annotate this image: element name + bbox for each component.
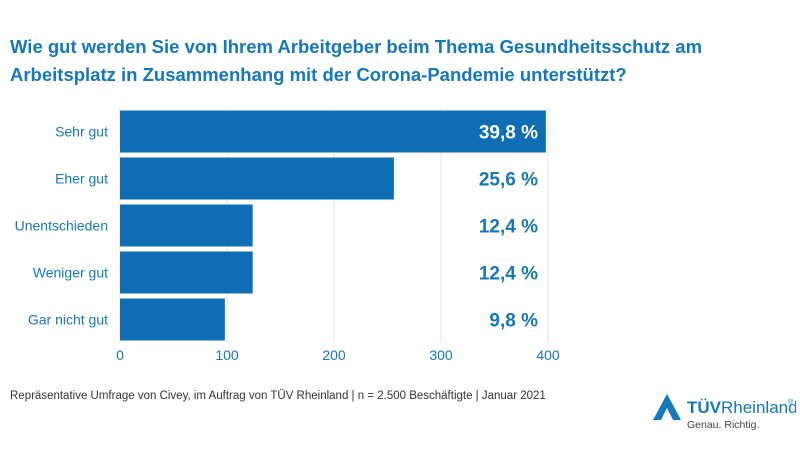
category-label: Gar nicht gut [28,312,108,328]
source-footnote: Repräsentative Umfrage von Civey, im Auf… [10,390,546,402]
category-label: Eher gut [55,171,108,187]
x-tick-label: 300 [429,347,453,363]
value-label: 25,6 % [479,170,538,191]
svg-text:TÜVRheinland: TÜVRheinland [687,398,796,417]
tuv-rheinland-logo: TÜVRheinland ® Genau. Richtig. [653,394,796,431]
chart-title: Wie gut werden Sie von Ihrem Arbeitgeber… [10,36,703,85]
value-label: 12,4 % [479,217,538,238]
category-label: Weniger gut [33,265,108,281]
category-label: Sehr gut [55,124,108,140]
logo-registered: ® [788,398,794,406]
x-tick-label: 200 [322,347,346,363]
value-labels: 39,8 % 25,6 % 12,4 % 12,4 % 9,8 % [479,123,538,332]
x-tick-label: 100 [215,347,239,363]
logo-brand-bold: TÜV [687,398,722,417]
value-label: 12,4 % [479,264,538,285]
bar [120,298,225,341]
bar [120,204,253,247]
logo-brand-regular: Rheinland [721,398,796,417]
x-axis-ticks: 0 100 200 300 400 [116,347,560,363]
category-label: Unentschieden [15,218,108,234]
bars [120,110,546,341]
x-tick-label: 0 [116,347,124,363]
bar-chart: Sehr gut Eher gut Unentschieden Weniger gut… [15,108,560,363]
value-label: 39,8 % [479,123,538,144]
logo-tagline: Genau. Richtig. [687,419,759,431]
triangle-logo-icon [653,394,681,420]
bar [120,110,546,153]
category-labels: Sehr gut Eher gut Unentschieden Weniger gut… [15,124,109,328]
bar [120,251,253,294]
x-tick-label: 400 [536,347,560,363]
value-label: 9,8 % [489,311,538,332]
bar [120,157,394,200]
